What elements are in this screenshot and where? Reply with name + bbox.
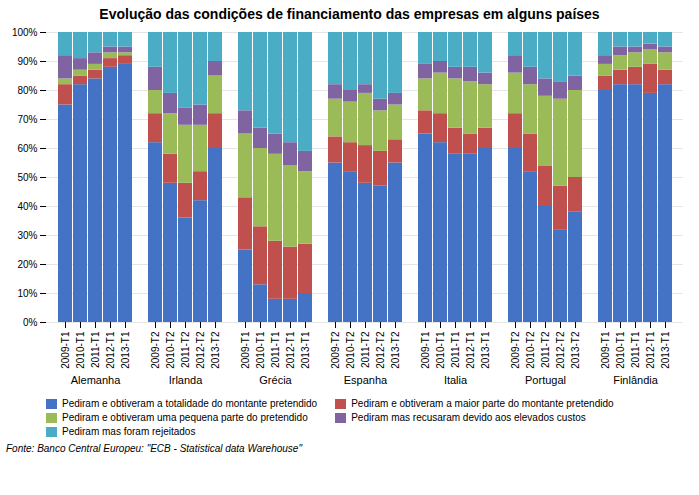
svg-text:20%: 20% xyxy=(17,259,37,270)
svg-text:2010-T1: 2010-T1 xyxy=(255,331,266,369)
svg-text:2009-T2: 2009-T2 xyxy=(150,331,161,369)
html-text:Pediram mas recusaram devido a: Pediram mas recusaram devido aos elevado… xyxy=(351,412,586,423)
svg-text:80%: 80% xyxy=(17,85,37,96)
svg-text:2010-T2: 2010-T2 xyxy=(165,331,176,369)
svg-text:60%: 60% xyxy=(17,143,37,154)
svg-text:2013-T1: 2013-T1 xyxy=(480,331,491,369)
svg-text:2011-T1: 2011-T1 xyxy=(90,331,101,368)
html-text:Pediram e obtiveram a maior pa: Pediram e obtiveram a maior parte do mon… xyxy=(351,398,614,409)
svg-text:2009-T1: 2009-T1 xyxy=(600,331,611,369)
html-text:Pediram e obtiveram uma pequen: Pediram e obtiveram uma pequena parte do… xyxy=(62,412,308,423)
svg-text:2012-T1: 2012-T1 xyxy=(285,331,296,369)
svg-text:2011-T2: 2011-T2 xyxy=(180,331,191,368)
svg-text:2009-T1: 2009-T1 xyxy=(420,331,431,369)
html-text:Evolução das condições de fina: Evolução das condições de financiamento … xyxy=(99,6,600,22)
svg-text:70%: 70% xyxy=(17,114,37,125)
svg-text:2009-T1: 2009-T1 xyxy=(240,331,251,369)
svg-text:Portugal: Portugal xyxy=(525,374,566,386)
svg-text:2010-T1: 2010-T1 xyxy=(435,331,446,369)
svg-text:2013-T2: 2013-T2 xyxy=(390,331,401,369)
svg-text:10%: 10% xyxy=(17,288,37,299)
svg-text:Irlanda: Irlanda xyxy=(169,374,204,386)
svg-text:2012-T1: 2012-T1 xyxy=(465,331,476,369)
svg-text:30%: 30% xyxy=(17,230,37,241)
svg-text:2011-T1: 2011-T1 xyxy=(270,331,281,368)
svg-text:2012-T2: 2012-T2 xyxy=(555,331,566,369)
svg-text:2010-T2: 2010-T2 xyxy=(525,331,536,369)
svg-text:Espanha: Espanha xyxy=(344,374,388,386)
svg-text:2012-T2: 2012-T2 xyxy=(375,331,386,369)
svg-text:2010-T1: 2010-T1 xyxy=(615,331,626,369)
html-text:Pediram e obtiveram a totalida: Pediram e obtiveram a totalidade do mont… xyxy=(62,398,318,409)
svg-text:2013-T1: 2013-T1 xyxy=(660,331,671,369)
html-text:Pediram mas foram rejeitados: Pediram mas foram rejeitados xyxy=(62,426,196,437)
svg-text:Finlândia: Finlândia xyxy=(613,374,659,386)
svg-text:0%: 0% xyxy=(23,317,38,328)
svg-text:2011-T1: 2011-T1 xyxy=(630,331,641,368)
svg-text:2011-T2: 2011-T2 xyxy=(540,331,551,368)
svg-text:40%: 40% xyxy=(17,201,37,212)
svg-text:2009-T2: 2009-T2 xyxy=(330,331,341,369)
svg-text:90%: 90% xyxy=(17,56,37,67)
svg-text:2009-T2: 2009-T2 xyxy=(510,331,521,369)
svg-text:2013-T1: 2013-T1 xyxy=(300,331,311,369)
svg-text:2013-T2: 2013-T2 xyxy=(210,331,221,369)
svg-text:2013-T2: 2013-T2 xyxy=(570,331,581,369)
svg-text:2010-T1: 2010-T1 xyxy=(75,331,86,369)
svg-text:Alemanha: Alemanha xyxy=(71,374,121,386)
svg-text:2010-T2: 2010-T2 xyxy=(345,331,356,369)
svg-text:Grécia: Grécia xyxy=(259,374,292,386)
svg-text:2012-T1: 2012-T1 xyxy=(105,331,116,369)
svg-text:2011-T2: 2011-T2 xyxy=(360,331,371,368)
svg-text:2013-T1: 2013-T1 xyxy=(120,331,131,369)
svg-text:2011-T1: 2011-T1 xyxy=(450,331,461,368)
svg-text:2012-T1: 2012-T1 xyxy=(645,331,656,369)
svg-text:100%: 100% xyxy=(12,27,38,38)
svg-text:Italia: Italia xyxy=(444,374,468,386)
svg-text:50%: 50% xyxy=(17,172,37,183)
svg-text:2012-T2: 2012-T2 xyxy=(195,331,206,369)
html-text:Fonte: Banco Central Europeu:: Fonte: Banco Central Europeu: "ECB - Sta… xyxy=(6,443,302,454)
svg-text:2009-T1: 2009-T1 xyxy=(60,331,71,369)
